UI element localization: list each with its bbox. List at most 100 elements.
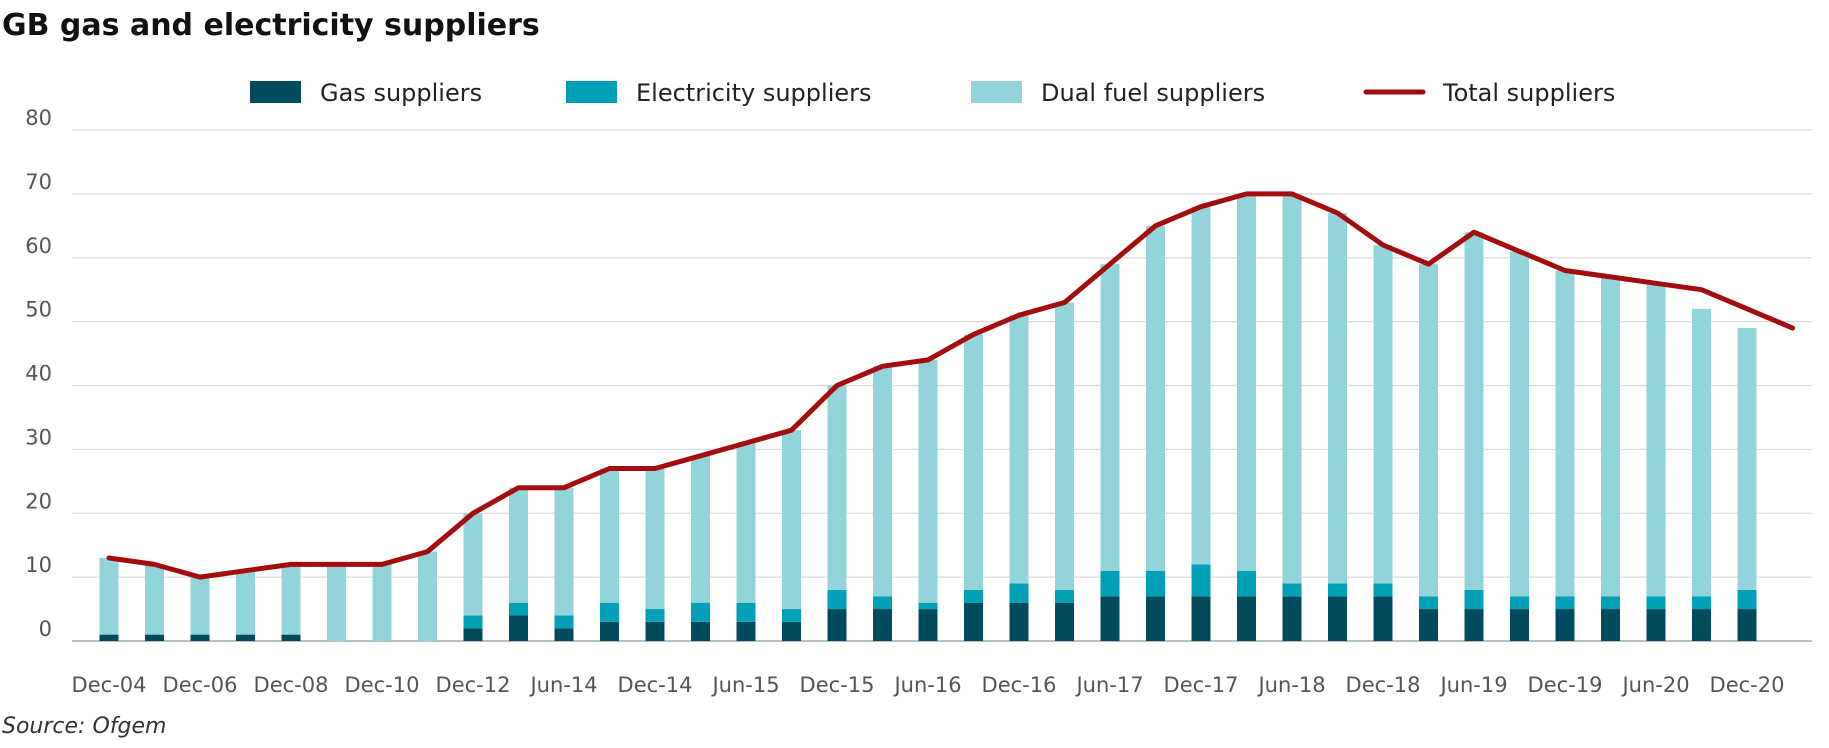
bar-segment [1555,596,1575,610]
y-tick-label: 0 [39,617,52,641]
bar-segment [554,487,574,616]
bar-segment [236,570,255,635]
bar-segment [918,359,938,603]
bar-segment [1191,564,1211,597]
y-tick-label: 50 [25,298,52,322]
y-tick-label: 60 [25,234,52,258]
bar-segment [782,621,801,641]
bar-segment [509,615,528,641]
bar-segment [918,609,938,641]
bar-segment [827,609,847,641]
bar-segment [782,430,801,610]
bar-segment [1601,276,1620,597]
bar-segment [145,564,164,635]
x-tick-label: Dec-14 [618,673,693,697]
bar-segment [1555,609,1575,641]
bar-segment [964,334,983,590]
bar-segment [1601,609,1620,641]
bar-segment [1282,193,1302,584]
bar-segment [1146,570,1165,597]
x-tick-label: Dec-04 [72,673,147,697]
legend-label: Electricity suppliers [636,79,872,107]
total-line [106,191,1795,580]
bar-segment [1146,596,1165,641]
bar-segment [1646,596,1666,610]
bar-segment [1328,213,1347,584]
bar-segment [190,577,210,635]
bar-segment [827,385,847,590]
y-tick-label: 30 [25,425,52,449]
bar-segment [964,589,983,603]
y-tick-label: 10 [25,553,52,577]
bar-segment [1419,609,1438,641]
bar-segment [1646,609,1666,641]
bar-segment [1464,609,1484,641]
y-tick-label: 80 [25,106,52,130]
total-suppliers-line [106,191,1795,580]
x-tick-label: Dec-18 [1346,673,1421,697]
x-tick-label: Dec-17 [1164,673,1239,697]
bar-segment [463,615,483,629]
bar-segment [1100,596,1120,641]
bar-segment [691,602,710,622]
bar-segment [691,621,710,641]
bar-segment [736,442,756,603]
legend-label: Total suppliers [1442,79,1615,107]
bar-segment [554,628,574,641]
bar-segment [463,628,483,641]
bar-segment [827,589,847,610]
x-axis-ticks: Dec-04 Dec-06 Dec-08 Dec-10 Dec-12 Jun-14 Dec-… [72,673,1785,697]
bar-segment [1237,193,1256,571]
legend-label: Gas suppliers [320,79,482,107]
bar-segment [281,634,301,641]
bar-segment [372,564,392,641]
bar-segment [1055,589,1074,603]
bar-segment [236,634,255,641]
bar-segment [918,602,938,610]
bar-segment [1055,602,1074,641]
x-tick-label: Dec-19 [1528,673,1603,697]
bar-segment [964,602,983,641]
bar-segment [645,468,665,610]
bar-segment [600,621,619,641]
bar-segment [1737,609,1757,641]
bar-segment [1237,570,1256,597]
bar-segment [145,634,164,641]
bar-segment [1373,244,1393,584]
bar-segment [1237,596,1256,641]
bar-segment [691,455,710,603]
legend-swatch [971,81,1022,103]
bar-segment [1737,328,1757,590]
chart-title: GB gas and electricity suppliers [2,8,540,43]
x-tick-label: Jun-18 [1256,673,1325,697]
x-tick-label: Dec-08 [254,673,329,697]
bar-segment [873,609,892,641]
bar-segment [1009,583,1029,603]
bar-segment [600,602,619,622]
x-tick-label: Dec-16 [982,673,1057,697]
x-tick-label: Dec-15 [800,673,875,697]
bar-segment [1009,315,1029,584]
y-tick-label: 70 [25,170,52,194]
x-tick-label: Jun-19 [1438,673,1507,697]
bar-segment [1692,308,1711,597]
bar-segment [782,609,801,622]
bar-segment [1419,596,1438,610]
bar-segment [1146,225,1165,571]
bar-segment [1692,596,1711,610]
bar-segment [1510,251,1529,597]
bar-segment [1419,264,1438,597]
bar-segment [1328,583,1347,597]
bar-segment [1373,583,1393,597]
bar-segment [645,621,665,641]
y-tick-label: 40 [25,362,52,386]
source-note: Source: Ofgem [2,714,167,739]
bar-segment [281,564,301,635]
bar-segment [1100,264,1120,571]
bar-segment [509,602,528,616]
bar-segment [1464,589,1484,610]
y-tick-label: 20 [25,489,52,513]
bar-segment [99,557,119,635]
x-tick-label: Jun-20 [1620,673,1689,697]
